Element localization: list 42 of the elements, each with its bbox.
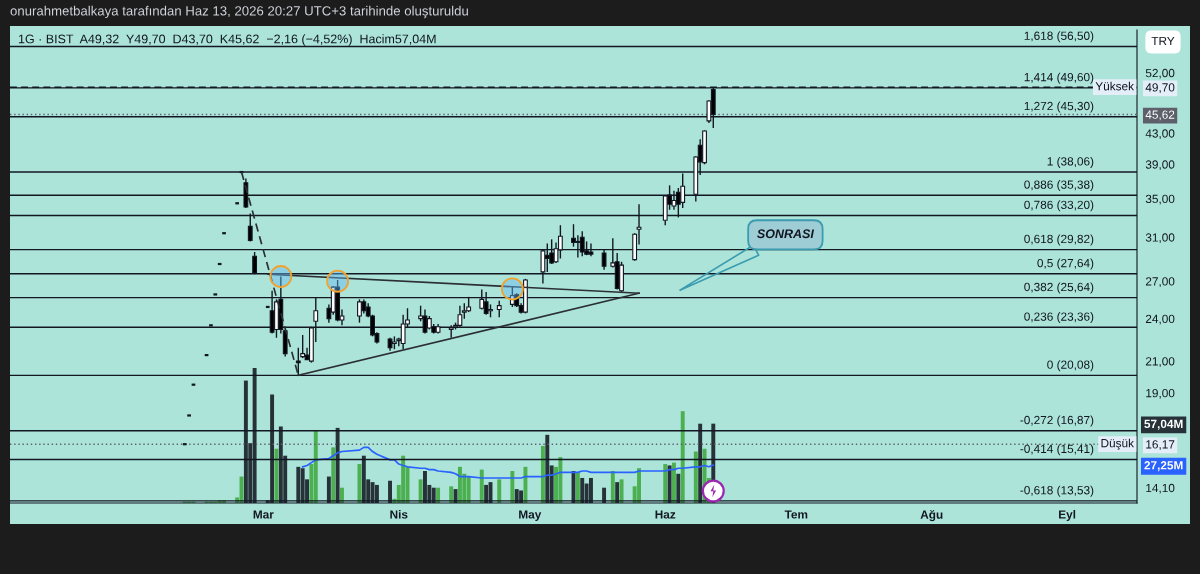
x-tick-label: Ağu [920,509,943,522]
chart-title: onurahmetbalkaya tarafından Haz 13, 2026 20:27 UTC+3 tarihinde oluşturuldu [10,5,468,19]
y-tick-label: 35,00 [1145,194,1175,205]
y-tick-label: 21,00 [1145,357,1175,367]
y-tick-label: 27,00 [1145,277,1175,287]
ref-line-label: 0,786 (33,20) [1024,200,1094,212]
ref-line-label: -0,272 (16,87) [1020,415,1094,427]
ref-line-label: 0,236 (23,36) [1024,312,1094,324]
y-tick-label: 49,70 [1145,83,1175,94]
ref-line-label: 0 (20,08) [1047,360,1094,372]
ref-line-label: 0,5 (27,64) [1037,258,1094,270]
y-tick-label: 45,62 [1145,110,1175,121]
text: TRY [1151,36,1175,46]
ref-line-label: 1,618 (56,50) [1024,31,1094,43]
x-tick-label: Haz [655,510,676,519]
y-tick-label: 39,00 [1145,160,1175,171]
ref-line-label: Düşük [1101,438,1135,450]
y2-tick-label: 57,04M [1144,419,1183,430]
ref-line-label: -0,414 (15,41) [1020,444,1094,456]
y-tick-label: 19,00 [1146,388,1175,399]
ref-line-label: 1 (38,06) [1047,156,1094,168]
ref-line-label: -0,618 (13,53) [1020,485,1094,497]
y-tick-label: 16,17 [1146,440,1175,450]
x-tick-label: Nis [390,509,408,519]
ref-line-label: 0,382 (25,64) [1024,282,1094,294]
ref-line-label: 0,886 (35,38) [1024,180,1094,192]
x-tick-label: Eyl [1059,509,1076,521]
y-tick-label: 14,10 [1146,483,1175,494]
y-tick-label: 31,00 [1145,233,1175,244]
x-tick-label: Mar [253,510,274,519]
ref-line-label: 1,414 (49,60) [1024,72,1094,84]
y-tick-label: 43,00 [1145,129,1175,140]
annotation: SONRASI [757,229,815,239]
y-tick-label: 52,00 [1145,68,1175,79]
ref-line-label: 1,272 (45,30) [1024,101,1094,113]
ref-line-label: 0,618 (29,82) [1024,234,1094,246]
x-tick-label: May [519,510,542,521]
x-tick-label: Tem [784,510,808,519]
ref-line-label: Yüksek [1095,81,1135,91]
chart-subtitle: 1G · BIST A49,32 Y49,70 D43,70 K45,62 −2,16 (−4,52%) Hacim57,04M [18,34,436,46]
y2-tick-label: 27,25M [1144,461,1183,472]
y-tick-label: 24,00 [1145,314,1175,325]
